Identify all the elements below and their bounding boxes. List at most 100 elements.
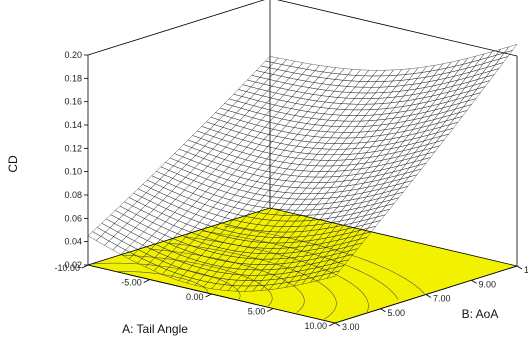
y-tick-label: 11.00 (524, 265, 528, 275)
surface-cell (242, 79, 256, 88)
surface-cell (236, 164, 250, 173)
surface-cell (138, 231, 153, 241)
surface-cell (360, 204, 375, 213)
surface-cell (317, 187, 332, 194)
surface-cell (436, 81, 450, 91)
y-tick-mark (516, 265, 523, 270)
surface-cell (156, 226, 170, 236)
y-tick-mark (380, 308, 386, 313)
surface-cell (438, 105, 452, 115)
surface-cell (368, 211, 382, 220)
surface-cell (408, 168, 422, 178)
surface-cell (352, 206, 367, 215)
surface-cell (280, 125, 295, 133)
surface-cell (433, 67, 448, 76)
surface-cell (454, 100, 469, 110)
surface-cell (226, 117, 241, 126)
surface-cell (195, 150, 209, 159)
surface-cell (246, 198, 260, 207)
surface-cell (472, 76, 487, 86)
surface-cell (176, 181, 190, 191)
surface-cell (335, 115, 350, 122)
surface-cell (417, 105, 432, 114)
surface-cell (245, 98, 259, 106)
surface-cell (207, 148, 222, 157)
surface-cell (353, 92, 368, 99)
surface-cell (481, 64, 496, 74)
surface-cell (229, 194, 244, 203)
surface-cell (200, 133, 215, 142)
surface-cell (449, 116, 463, 125)
surface-cell (238, 139, 252, 148)
surface-cell (395, 176, 410, 186)
surface-cell (285, 120, 299, 128)
surface-cell (446, 59, 460, 69)
surface-cell (324, 160, 338, 167)
y-tick-mark (471, 279, 477, 284)
surface-cell (211, 156, 226, 165)
surface-cell (356, 209, 370, 218)
surface-cell (377, 199, 391, 209)
surface-cell (339, 120, 353, 127)
surface-cell (466, 59, 480, 69)
surface-cell (389, 106, 404, 114)
x-tick-label: -10.00 (54, 263, 80, 273)
surface-cell (271, 80, 286, 89)
surface-cell (398, 148, 412, 157)
surface-cell (374, 86, 389, 94)
surface-cell (352, 115, 366, 122)
surface-cell (363, 81, 377, 88)
surface-cell (211, 214, 226, 223)
surface-cell (339, 213, 354, 222)
surface-cell (272, 69, 286, 77)
surface-cell (451, 87, 466, 97)
surface-cell (330, 132, 344, 139)
surface-cell (219, 103, 234, 111)
surface-cell (415, 134, 430, 144)
surface-cell (431, 87, 446, 97)
surface-cell (287, 204, 302, 211)
surface-cell (423, 132, 438, 142)
surface-cell (251, 193, 265, 201)
surface-cell (382, 184, 397, 194)
surface-cell (296, 86, 310, 94)
surface-cell (228, 93, 243, 102)
surface-cell (325, 137, 340, 144)
surface-cell (413, 111, 428, 120)
surface-cell (229, 137, 244, 146)
surface-cell (355, 120, 370, 127)
surface-cell (343, 217, 358, 226)
surface-cell (151, 171, 165, 180)
surface-cell (280, 71, 295, 79)
surface-cell (377, 158, 391, 167)
surface-cell (430, 139, 445, 149)
x-tick-label: 5.00 (248, 307, 266, 317)
surface-cell (127, 205, 142, 215)
surface-cell (256, 65, 270, 73)
surface-cell (159, 174, 174, 184)
surface-cell (267, 85, 281, 94)
surface-cell (217, 127, 232, 135)
surface-cell (155, 166, 170, 176)
x-axis-ticks: -10.00 -5.00 0.00 5.00 10.00 (54, 263, 336, 331)
surface-cell (257, 95, 272, 104)
surface-cell (101, 218, 115, 228)
surface-cell (226, 129, 240, 138)
surface-cell (429, 117, 443, 126)
surface-cell (418, 147, 432, 157)
surface-cell (205, 117, 220, 125)
surface-cell (180, 177, 195, 186)
surface-cell (257, 107, 271, 116)
surface-cell (261, 158, 276, 167)
surface-cell (231, 112, 246, 121)
surface-cell (282, 101, 297, 109)
surface-cell (244, 110, 258, 118)
surface-cell (372, 70, 386, 77)
surface-cell (204, 199, 218, 208)
surface-cell (178, 144, 193, 153)
surface-cell (388, 69, 403, 76)
surface-cell (272, 123, 287, 132)
surface-cell (469, 63, 484, 73)
surface-cell (260, 60, 275, 68)
surface-cell (398, 138, 413, 148)
